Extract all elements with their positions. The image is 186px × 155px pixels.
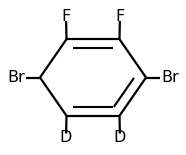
Text: D: D	[114, 131, 126, 145]
Text: D: D	[60, 131, 72, 145]
Text: F: F	[61, 9, 71, 24]
Text: Br: Br	[7, 70, 25, 85]
Text: Br: Br	[161, 70, 179, 85]
Text: F: F	[115, 9, 125, 24]
